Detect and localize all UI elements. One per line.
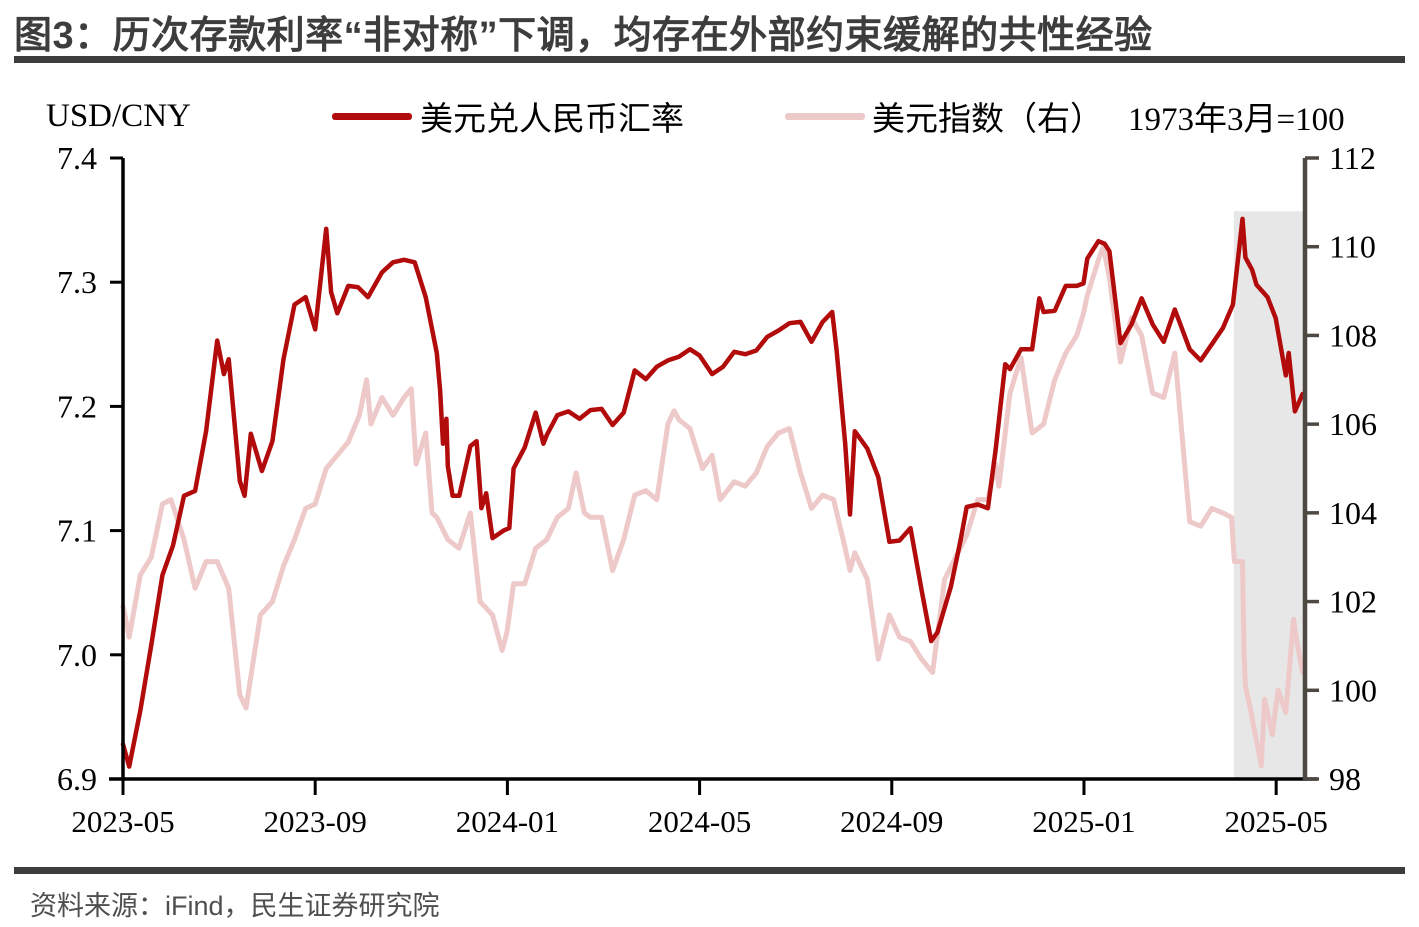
x-axis-tick-label: 2024-09 [840, 804, 943, 839]
x-axis-tick-label: 2024-01 [456, 804, 559, 839]
left-axis-tick-label: 7.3 [57, 264, 97, 300]
legend: USD/CNY 美元兑人民币汇率 美元指数（右） 1973年3月=100 [0, 92, 1419, 140]
right-axis-tick-label: 98 [1329, 761, 1361, 797]
x-axis-tick-label: 2025-01 [1032, 804, 1135, 839]
source-note: 资料来源：iFind，民生证券研究院 [30, 891, 440, 921]
right-axis-tick-label: 100 [1329, 672, 1377, 708]
x-axis-tick-label: 2023-09 [264, 804, 367, 839]
x-axis-tick-label: 2023-05 [71, 804, 174, 839]
page-title: 图3：历次存款利率“非对称”下调，均存在外部约束缓解的共性经验 [14, 15, 1153, 57]
legend-item-dxy [785, 92, 865, 140]
right-axis-tick-label: 102 [1329, 584, 1377, 620]
legend-item-usdcny [332, 92, 412, 140]
red-line-swatch-icon [332, 112, 412, 120]
x-axis-tick-label: 2024-05 [648, 804, 751, 839]
right-axis-tick-label: 106 [1329, 406, 1377, 442]
right-axis-unit-label: 1973年3月=100 [1128, 102, 1345, 138]
right-axis-tick-label: 108 [1329, 317, 1377, 353]
title-underline-bar [14, 56, 1405, 63]
bottom-divider-bar [14, 867, 1405, 874]
left-axis-unit-label: USD/CNY [46, 97, 191, 134]
left-axis-tick-label: 7.0 [57, 637, 97, 673]
left-axis-tick-label: 7.1 [57, 513, 97, 549]
left-axis-tick-label: 7.2 [57, 388, 97, 424]
right-axis-tick-label: 110 [1329, 229, 1376, 265]
legend-label-usdcny: 美元兑人民币汇率 [420, 102, 684, 138]
x-axis-tick-label: 2025-05 [1225, 804, 1328, 839]
right-axis-tick-label: 112 [1329, 140, 1376, 176]
left-axis-tick-label: 6.9 [57, 761, 97, 797]
pink-line-swatch-icon [785, 112, 865, 120]
series-line-right [120, 244, 1306, 769]
right-axis-tick-label: 104 [1329, 495, 1377, 531]
series-line-left [120, 216, 1305, 769]
legend-label-dxy: 美元指数（右） [872, 102, 1103, 138]
left-axis-tick-label: 7.4 [57, 140, 97, 176]
